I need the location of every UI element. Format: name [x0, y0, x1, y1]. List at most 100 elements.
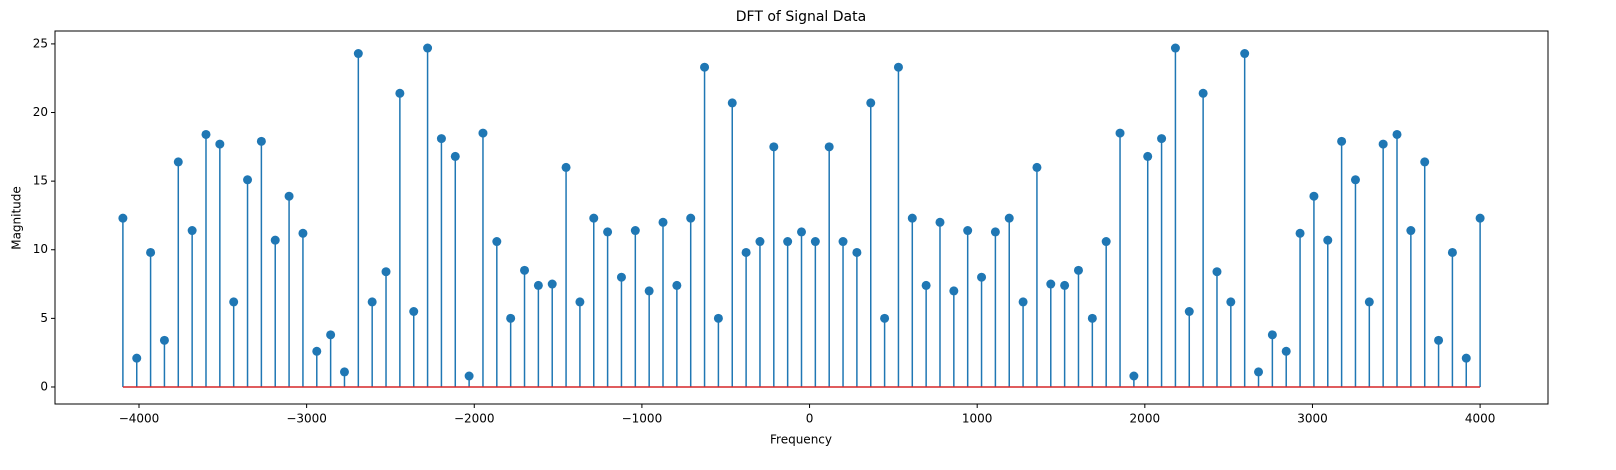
stem-marker: [1281, 346, 1291, 356]
stem-marker: [1087, 313, 1097, 323]
stem-marker: [700, 62, 710, 72]
stem-marker: [963, 226, 973, 236]
stem-marker: [353, 49, 363, 59]
stem-marker: [284, 191, 294, 201]
stem-marker: [755, 237, 765, 247]
x-tick-label: 3000: [1297, 412, 1328, 426]
stem-marker: [1170, 43, 1180, 53]
stem-marker: [520, 265, 530, 275]
stem-marker: [478, 128, 488, 138]
stem-marker: [741, 247, 751, 257]
x-tick-label: 2000: [1130, 412, 1161, 426]
stem-marker: [409, 307, 419, 317]
stem-marker: [339, 367, 349, 377]
stem-marker: [423, 43, 433, 53]
stem-marker: [1378, 139, 1388, 149]
stem-marker: [824, 142, 834, 152]
stem-marker: [810, 237, 820, 247]
stem-marker: [1115, 128, 1125, 138]
stem-marker: [215, 139, 225, 149]
chart-title: DFT of Signal Data: [736, 9, 866, 25]
stem-marker: [381, 267, 391, 277]
stem-marker: [644, 286, 654, 296]
x-tick-label: −1000: [622, 412, 663, 426]
stem-marker: [1323, 235, 1333, 245]
y-tick-label: 10: [33, 242, 48, 256]
stem-marker: [1475, 213, 1485, 223]
stem-marker: [1018, 297, 1028, 307]
stem-marker: [616, 272, 626, 282]
stem-marker: [1032, 162, 1042, 172]
stem-marker: [1101, 237, 1111, 247]
stem-marker: [1337, 136, 1347, 146]
x-tick-label: −2000: [454, 412, 495, 426]
stem-marker: [1267, 330, 1277, 340]
stem-marker: [893, 62, 903, 72]
stem-marker: [589, 213, 599, 223]
stem-marker: [187, 226, 197, 236]
stem-marker: [1240, 49, 1250, 59]
stem-marker: [630, 226, 640, 236]
stem-marker: [270, 235, 280, 245]
stem-marker: [783, 237, 793, 247]
stem-marker: [256, 136, 266, 146]
stem-marker: [132, 353, 142, 363]
stem-marker: [838, 237, 848, 247]
stem-marker: [367, 297, 377, 307]
stem-marker: [866, 98, 876, 108]
stem-marker: [990, 227, 1000, 237]
stem-marker: [1198, 88, 1208, 98]
stem-marker: [603, 227, 613, 237]
stem-marker: [436, 134, 446, 144]
stem-marker: [243, 175, 253, 185]
stem-marker: [1309, 191, 1319, 201]
stem-marker: [977, 272, 987, 282]
stem-marker: [852, 247, 862, 257]
stem-marker: [713, 313, 723, 323]
stem-marker: [159, 335, 169, 345]
stem-marker: [464, 371, 474, 381]
stem-marker: [506, 313, 516, 323]
stem-marker: [201, 129, 211, 139]
x-axis-label: Frequency: [770, 433, 832, 447]
y-tick-label: 5: [40, 311, 48, 325]
x-tick-label: −4000: [119, 412, 160, 426]
x-tick-label: 0: [806, 412, 814, 426]
plot-frame: [54, 30, 1549, 405]
stem-marker: [561, 162, 571, 172]
stem-marker: [1073, 265, 1083, 275]
stem-marker: [1295, 228, 1305, 238]
stem-marker: [949, 286, 959, 296]
stem-marker: [547, 279, 557, 289]
stem-marker: [1406, 226, 1416, 236]
stem-marker: [1212, 267, 1222, 277]
stem-marker: [312, 346, 322, 356]
stem-marker: [575, 297, 585, 307]
stem-marker: [1004, 213, 1014, 223]
stem-marker: [880, 313, 890, 323]
stem-marker: [935, 217, 945, 227]
stem-marker: [450, 151, 460, 161]
stem-marker: [1254, 367, 1264, 377]
stem-marker: [492, 237, 502, 247]
stem-marker: [1129, 371, 1139, 381]
y-tick-label: 0: [40, 379, 48, 393]
stem-marker: [118, 213, 128, 223]
stem-marker: [769, 142, 779, 152]
stem-marker: [1143, 151, 1153, 161]
x-tick-label: −3000: [286, 412, 327, 426]
y-tick-label: 20: [33, 105, 48, 119]
stem-marker: [672, 280, 682, 290]
stem-marker: [907, 213, 917, 223]
stem-marker: [686, 213, 696, 223]
y-tick-label: 15: [33, 174, 48, 188]
stem-marker: [1226, 297, 1236, 307]
stem-marker: [797, 227, 806, 237]
x-tick-label: 4000: [1465, 412, 1496, 426]
stem-marker: [146, 247, 156, 257]
stem-marker: [533, 280, 543, 290]
stem-marker: [298, 228, 308, 238]
stem-marker: [1420, 157, 1430, 167]
stem-marker: [1461, 353, 1471, 363]
